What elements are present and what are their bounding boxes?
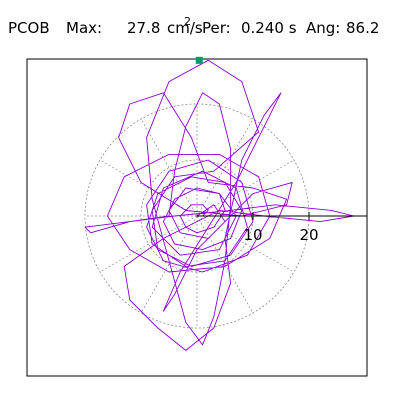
grid-spoke-2 [196, 118, 254, 217]
grid-spoke-8 [140, 215, 198, 314]
max-label: Max: [66, 19, 102, 37]
trace-layer [84, 59, 355, 351]
grid-spoke-10 [196, 215, 254, 314]
max-marker [195, 56, 203, 64]
grid-spoke-5 [99, 159, 198, 217]
radial-tick-label-1: 20 [299, 226, 318, 244]
ang-label: Ang: [306, 19, 340, 37]
max-unit-exponent: 2 [184, 15, 191, 28]
max-value: 27.8 [127, 19, 160, 37]
station-code: PCOB [8, 19, 50, 37]
header-bar: PCOB Max: 27.8 cm/s 2 Per: 0.240 s Ang: … [8, 15, 379, 37]
grid-spoke-7 [99, 215, 198, 273]
ang-value: 86.2 [346, 19, 379, 37]
grid-spoke-11 [196, 215, 295, 273]
orbit-trace [84, 59, 355, 351]
per-label: Per: [202, 19, 231, 37]
grid-spoke-1 [196, 159, 295, 217]
grid-spoke-4 [140, 118, 198, 217]
max-unit: cm/s [167, 19, 203, 37]
per-value: 0.240 s [241, 19, 297, 37]
axis-layer: 10 20 [195, 56, 367, 244]
radial-tick-label-0: 10 [243, 226, 262, 244]
